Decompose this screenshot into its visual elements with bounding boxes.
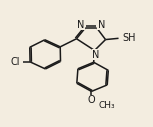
Text: N: N [98,20,105,30]
Text: N: N [77,20,84,30]
Text: N: N [92,50,100,60]
Text: O: O [88,95,95,105]
Text: CH₃: CH₃ [99,101,115,110]
Text: SH: SH [123,33,136,43]
Text: Cl: Cl [10,57,20,67]
